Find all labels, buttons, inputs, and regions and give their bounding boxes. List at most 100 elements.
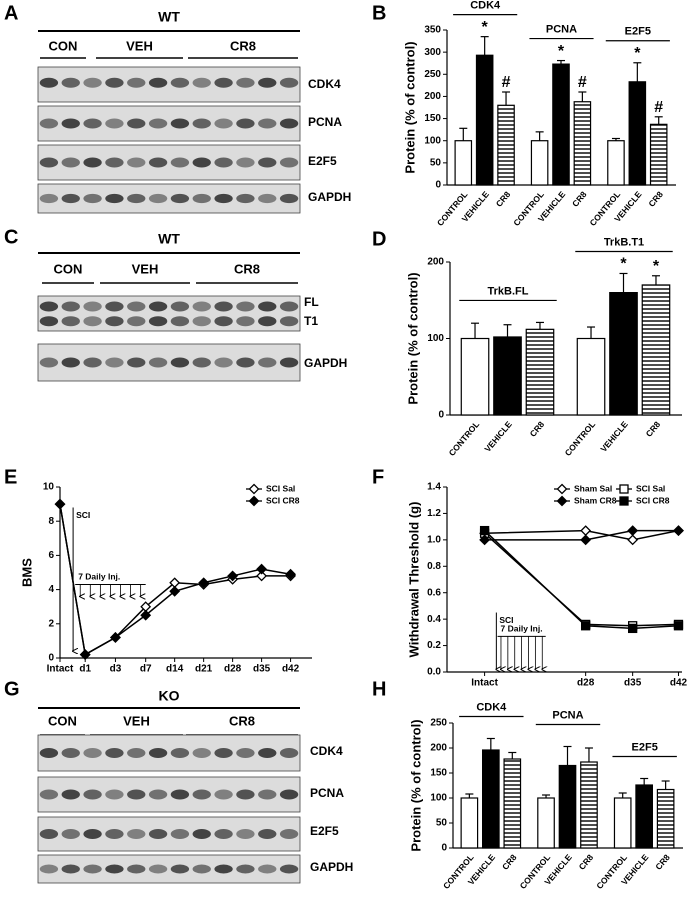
blot-band	[170, 316, 190, 327]
band-label: E2F5	[308, 154, 337, 168]
blot-band	[170, 829, 190, 839]
group-label: E2F5	[632, 741, 658, 753]
blot-band	[192, 357, 211, 368]
blot-band	[83, 301, 102, 312]
blot-band	[39, 77, 59, 88]
significance-mark: *	[558, 43, 565, 60]
x-tick-label: d1	[79, 664, 91, 675]
y-tick-label: 0	[48, 653, 54, 664]
y-tick-label: 1.0	[427, 534, 441, 545]
blot-band	[105, 118, 124, 129]
blot-band	[148, 77, 168, 88]
blot-band	[148, 301, 168, 312]
blot-band	[61, 301, 80, 312]
x-tick-label: d42	[670, 678, 687, 689]
annotation: SCI	[76, 510, 90, 520]
blot-band	[236, 864, 255, 874]
y-tick-label: 1.2	[427, 508, 441, 519]
x-tick-label: Intact	[47, 664, 74, 675]
series-line	[484, 529, 679, 541]
blot-band	[258, 864, 277, 874]
blot-band	[127, 157, 146, 168]
annotation: SCI	[499, 615, 513, 625]
blot-band	[61, 357, 80, 368]
blot-band	[61, 748, 80, 758]
blot-band	[279, 316, 299, 327]
point	[581, 621, 591, 631]
blot-strip	[37, 66, 301, 103]
bar	[537, 797, 555, 849]
group-label: CDK4	[476, 701, 507, 713]
blot-band	[236, 193, 255, 204]
blot-band	[105, 357, 124, 368]
y-tick-label: 2	[48, 618, 54, 629]
bar	[552, 63, 570, 186]
y-tick-label: 6	[48, 550, 54, 561]
blot-band	[236, 748, 255, 758]
blot-band	[236, 316, 255, 327]
blot-band	[258, 829, 277, 839]
blot-band	[83, 789, 102, 800]
y-tick-label: 0.4	[427, 614, 441, 625]
blot-band	[105, 829, 124, 839]
blot-band	[105, 301, 124, 312]
blot-band	[192, 316, 211, 327]
y-tick-label: 150	[424, 113, 441, 124]
blot-band	[127, 316, 146, 327]
x-tick-label: d21	[195, 664, 213, 675]
blot-band	[148, 193, 168, 204]
y-tick-label: 50	[430, 157, 442, 168]
y-tick-label: 0.0	[427, 667, 441, 678]
band-label: CDK4	[310, 744, 343, 758]
blot-band	[214, 748, 233, 758]
point	[140, 609, 152, 621]
blot-band	[127, 77, 146, 88]
point	[580, 525, 592, 537]
panel-letter: C	[4, 226, 18, 248]
x-tick-label: d42	[282, 664, 300, 675]
band-label: E2F5	[310, 824, 339, 838]
blot-band	[214, 864, 233, 874]
y-tick-label: 250	[424, 69, 441, 80]
x-tick-label: VEHICLE	[482, 419, 514, 454]
band-label: GAPDH	[304, 356, 347, 370]
blot-band	[258, 118, 277, 129]
blot-band	[61, 193, 80, 204]
y-tick-label: 4	[48, 584, 54, 595]
blot-band	[148, 157, 168, 168]
blot-band	[105, 748, 124, 758]
blot-band	[148, 118, 168, 129]
bar	[482, 749, 500, 849]
x-tick-label: d3	[110, 664, 122, 675]
blot-band	[192, 301, 211, 312]
x-tick-label: CR8	[646, 189, 665, 209]
blot-band	[83, 748, 102, 758]
y-tick-label: 0.2	[427, 640, 441, 651]
x-tick-label: VEHICLE	[598, 419, 630, 454]
blot-band	[170, 864, 190, 874]
blot-band	[148, 864, 168, 874]
bar	[641, 284, 671, 416]
blot-band	[61, 789, 80, 800]
blot-band	[279, 748, 299, 758]
blot-band	[214, 157, 233, 168]
point	[479, 525, 490, 536]
group-label: PCNA	[546, 23, 577, 35]
x-tick-label: d14	[166, 664, 184, 675]
blot-band	[83, 118, 102, 129]
annotation: 7 Daily Inj.	[78, 572, 120, 582]
blot-band	[148, 316, 168, 327]
blot-band	[39, 357, 59, 368]
point	[673, 525, 684, 537]
band-label: CDK4	[308, 77, 341, 91]
blot-band	[236, 77, 255, 88]
y-tick-label: 100	[430, 793, 447, 804]
blot-band	[236, 118, 255, 129]
blot-strip	[37, 105, 301, 142]
panel-letter: G	[4, 678, 20, 700]
blot-band	[236, 789, 255, 800]
panel-letter: F	[372, 466, 384, 488]
bar	[525, 328, 555, 416]
blot-band	[192, 118, 211, 129]
series-line	[484, 530, 679, 630]
